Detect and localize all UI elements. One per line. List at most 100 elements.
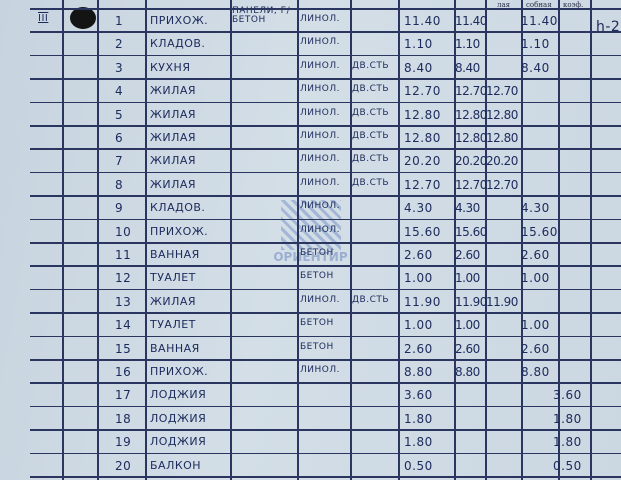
room-name: БАЛКОН (150, 458, 202, 472)
row-line (30, 31, 621, 33)
area: 15.60 (455, 224, 487, 239)
floor-material: ЛИНОЛ. (300, 14, 340, 24)
area: 4.30 (455, 201, 480, 216)
height-note: h-2 (596, 19, 621, 35)
total-area: 11.40 (404, 14, 441, 28)
column-line (454, 0, 456, 480)
area: 1.00 (455, 318, 480, 333)
coef-area: 0.50 (553, 458, 582, 473)
floor-material: БЕТОН (300, 318, 334, 329)
coef-area: 1.80 (553, 411, 582, 426)
total-area: 0.50 (404, 458, 433, 473)
row-line (30, 265, 621, 267)
room-name: ЖИЛАЯ (150, 154, 197, 168)
column-line (297, 0, 299, 480)
floor-material: ЛИНОЛ. (300, 60, 340, 71)
header-auxiliary: собная (526, 1, 552, 9)
living-area: 20.20 (486, 154, 518, 169)
total-area: 8.40 (404, 60, 433, 75)
row-number: 9 (115, 201, 124, 216)
living-area: 12.80 (486, 131, 518, 145)
row-line (30, 171, 621, 174)
row-number: 6 (115, 131, 124, 145)
area: 2.60 (455, 248, 480, 262)
row-number: 15 (115, 341, 132, 356)
area: 1.10 (455, 37, 480, 52)
total-area: 15.60 (404, 224, 441, 239)
row-line (30, 452, 621, 455)
floor-material: ЛИНОЛ. (300, 294, 340, 305)
column-line (230, 0, 232, 480)
total-area: 1.80 (404, 435, 433, 450)
room-name: ЛОДЖИЯ (150, 435, 207, 449)
door-type: ДВ.СТЬ (352, 154, 390, 165)
section-number: III (38, 13, 49, 24)
auxiliary-area: 2.60 (521, 248, 550, 262)
row-number: 7 (115, 154, 124, 169)
row-line (30, 335, 621, 338)
floor-material: ЛИНОЛ. (300, 107, 340, 118)
living-area: 12.70 (486, 84, 518, 99)
room-name: ЖИЛАЯ (150, 177, 197, 191)
total-area: 12.70 (404, 177, 441, 192)
watermark: ОРИЕНТИР (268, 200, 353, 280)
row-line (30, 8, 621, 10)
auxiliary-area: 8.80 (521, 365, 550, 379)
living-area: 12.70 (486, 177, 518, 192)
header-coefficient: коэф. (563, 1, 584, 9)
row-line (30, 382, 621, 384)
row-number: 14 (115, 318, 132, 333)
total-area: 4.30 (404, 201, 433, 216)
column-line (485, 0, 487, 480)
room-name: ПРИХОЖ. (150, 224, 209, 238)
door-type: ДВ.СТЬ (352, 294, 390, 305)
living-area: 12.80 (486, 107, 518, 122)
row-line (30, 288, 621, 291)
floor-material: БЕТОН (300, 248, 334, 258)
row-number: 3 (115, 60, 124, 75)
column-line (350, 0, 352, 480)
area: 2.60 (455, 341, 480, 356)
door-type: ДВ.СТЬ (352, 84, 390, 95)
auxiliary-area: 8.40 (521, 60, 550, 75)
row-number: 4 (115, 84, 124, 99)
area: 11.40 (455, 14, 487, 28)
column-line (145, 0, 147, 480)
row-number: 19 (115, 435, 132, 450)
row-line (30, 312, 621, 314)
area: 12.70 (455, 177, 487, 192)
total-area: 20.20 (404, 154, 441, 169)
column-line (398, 0, 400, 480)
floor-material: ЛИНОЛ. (300, 365, 340, 375)
row-line (30, 54, 621, 57)
room-name: ЖИЛАЯ (150, 107, 197, 121)
area: 12.80 (455, 131, 487, 145)
floor-material: ЛИНОЛ. (300, 154, 340, 165)
total-area: 12.80 (404, 131, 441, 145)
room-name: ВАННАЯ (150, 248, 200, 261)
floor-material: ЛИНОЛ. (300, 37, 340, 48)
floor-material: ЛИНОЛ. (300, 201, 340, 212)
column-line (62, 0, 64, 480)
auxiliary-area: 4.30 (521, 201, 550, 216)
area: 1.00 (455, 271, 480, 286)
row-number: 20 (115, 458, 132, 473)
auxiliary-area: 1.00 (521, 318, 550, 333)
room-name: КУХНЯ (150, 60, 191, 74)
coef-area: 3.60 (553, 388, 582, 403)
room-name: КЛАДОВ. (150, 37, 206, 51)
room-name: ЖИЛАЯ (150, 131, 197, 144)
room-name: ВАННАЯ (150, 341, 200, 355)
total-area: 11.90 (404, 294, 441, 309)
row-number: 10 (115, 224, 132, 239)
auxiliary-area: 2.60 (521, 341, 550, 356)
area: 20.20 (455, 154, 487, 169)
row-number: 16 (115, 365, 132, 379)
floor-material: ЛИНОЛ. (300, 84, 340, 95)
total-area: 1.80 (404, 411, 433, 426)
floor-material: ЛИНОЛ. (300, 177, 340, 188)
row-line (30, 195, 621, 197)
total-area: 1.00 (404, 271, 433, 286)
door-type: ДВ.СТЬ (352, 177, 390, 188)
